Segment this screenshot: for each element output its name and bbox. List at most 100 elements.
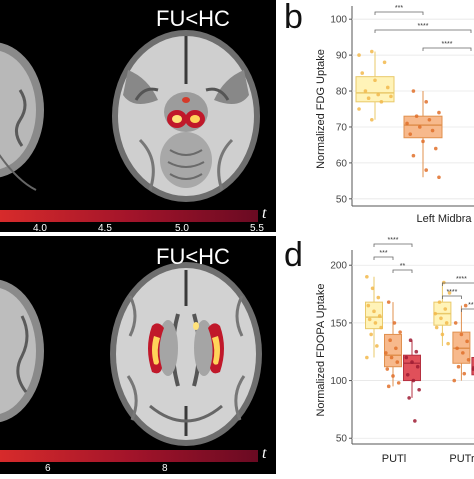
x-group-label: PUTl [382, 453, 406, 465]
data-point [389, 94, 393, 99]
data-point [443, 307, 448, 311]
significance-bracket [442, 295, 462, 299]
data-point [442, 280, 446, 285]
data-point [404, 355, 409, 360]
data-point [373, 78, 377, 83]
data-point [463, 303, 468, 308]
data-point [452, 378, 457, 383]
data-point [365, 274, 369, 279]
data-point [465, 339, 469, 344]
significance-bracket [461, 308, 474, 312]
panel-letter-b: b [284, 0, 303, 36]
colorbar-tick: 5.5 [250, 223, 264, 234]
significance-bracket [373, 256, 394, 260]
data-point [462, 371, 467, 376]
colorbar-tick: 4.5 [98, 223, 112, 234]
data-point [414, 349, 419, 354]
data-point [408, 132, 413, 136]
fdopa-box-chart: Normalized FDOPA Uptake50100150200******… [315, 237, 474, 465]
panel-letter-d: d [284, 236, 303, 274]
data-point [372, 309, 376, 314]
data-point [379, 100, 384, 104]
y-tick-label: 100 [330, 376, 347, 387]
data-point [386, 300, 391, 304]
data-point [376, 92, 380, 97]
data-point [360, 71, 365, 75]
data-point [437, 110, 441, 115]
data-point [447, 291, 452, 295]
colorbar-tick: 5.0 [175, 223, 189, 234]
data-point [388, 338, 392, 342]
significance-bracket [374, 11, 424, 15]
colorbar-tick: 6 [45, 463, 51, 474]
box-body [365, 301, 383, 330]
significance-bracket [373, 243, 413, 247]
significance-label: **** [446, 289, 457, 296]
significance-label: **** [456, 276, 467, 283]
data-point [433, 311, 438, 316]
brain-panel-bottom: FU<HC 6 8 t [0, 236, 276, 474]
significance-bracket [442, 282, 474, 286]
significance-label: ** [400, 263, 406, 270]
data-point [375, 344, 379, 348]
data-point [373, 321, 378, 325]
significance-label: *** [395, 5, 403, 12]
colorbar-bottom [0, 450, 258, 462]
data-point [427, 117, 432, 122]
colorbar-top [0, 210, 258, 222]
data-point [466, 358, 471, 362]
y-tick-label: 200 [330, 261, 347, 272]
y-tick-label: 80 [336, 87, 348, 98]
significance-label: **** [418, 23, 429, 30]
y-tick-label: 90 [336, 51, 348, 62]
data-point [369, 332, 373, 337]
significance-bracket [392, 269, 413, 273]
data-point [421, 139, 425, 144]
contrast-label-bottom: FU<HC [156, 244, 230, 269]
data-point [391, 374, 395, 378]
data-point [367, 317, 372, 322]
significance-label: *** [379, 250, 387, 257]
data-point [440, 332, 445, 337]
significance-label: **** [442, 41, 453, 48]
data-point [444, 321, 449, 325]
data-point [410, 360, 414, 364]
significance-label: ** [468, 302, 474, 309]
data-point [365, 355, 369, 360]
data-point [461, 351, 465, 355]
data-point [370, 286, 375, 291]
data-point [394, 346, 398, 351]
data-point [413, 419, 417, 423]
data-point [471, 367, 474, 371]
data-point [434, 325, 439, 330]
colorbar-stat-symbol: t [262, 205, 267, 222]
data-point [366, 96, 371, 101]
data-point [418, 125, 422, 129]
data-point [439, 316, 443, 321]
data-point [408, 338, 413, 342]
data-point [396, 381, 401, 385]
data-point [357, 53, 361, 57]
x-group-label: Left Midbra [416, 213, 472, 225]
brain-panel-top: FU<HC 4.0 4.5 5.0 5.5 t [0, 0, 276, 234]
data-point [424, 100, 428, 104]
y-tick-label: 50 [336, 194, 348, 205]
box-body [384, 333, 402, 368]
data-point [385, 85, 390, 90]
data-point [433, 146, 438, 151]
data-point [430, 128, 435, 133]
data-point [389, 355, 394, 360]
data-point [370, 117, 374, 122]
data-point [405, 121, 409, 126]
data-point [405, 372, 410, 377]
y-axis-label: Normalized FDG Uptake [315, 49, 327, 169]
data-point [386, 384, 391, 389]
data-point [455, 346, 459, 351]
data-point [411, 378, 416, 383]
data-point [395, 360, 400, 364]
colorbar-tick: 8 [162, 463, 168, 474]
data-point [453, 321, 458, 325]
data-point [424, 168, 428, 172]
significance-bracket [422, 47, 472, 51]
data-point [417, 387, 421, 392]
